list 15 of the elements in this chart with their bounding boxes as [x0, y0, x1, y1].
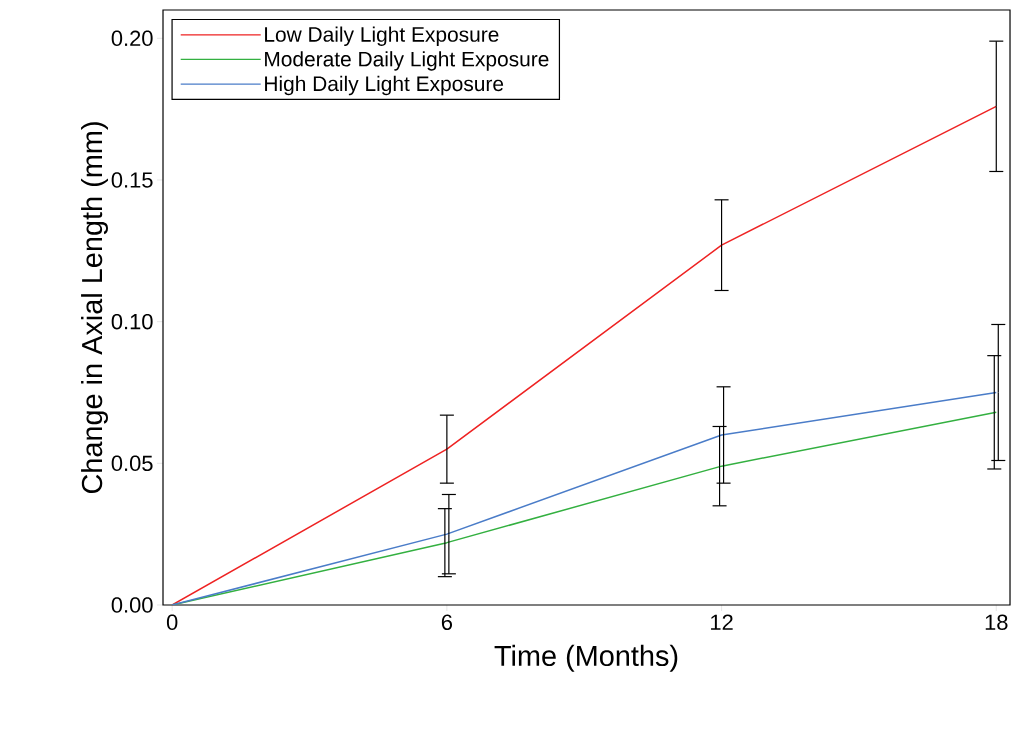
x-tick-label: 6	[441, 614, 453, 631]
y-tick-label: 0.15	[111, 172, 153, 188]
x-tick-label: 18	[985, 614, 1008, 631]
legend-label: High Daily Light Exposure	[265, 75, 504, 96]
legend-label: Low Daily Light Exposure	[265, 26, 499, 46]
y-axis-title: Change in Axial Length (mm)	[81, 122, 108, 494]
legend-label: Moderate Daily Light Exposure	[265, 51, 549, 71]
y-tick-label: 0.10	[111, 313, 153, 330]
line-series	[171, 105, 998, 605]
y-tick-label: 0.05	[111, 455, 153, 472]
y-tick-label: 0.00	[111, 597, 153, 613]
x-tick-label: 12	[711, 614, 733, 630]
y-tick-label: 0.20	[111, 30, 153, 47]
x-axis-title: Time (Months)	[494, 644, 678, 672]
x-tick-label: 0	[166, 614, 178, 631]
